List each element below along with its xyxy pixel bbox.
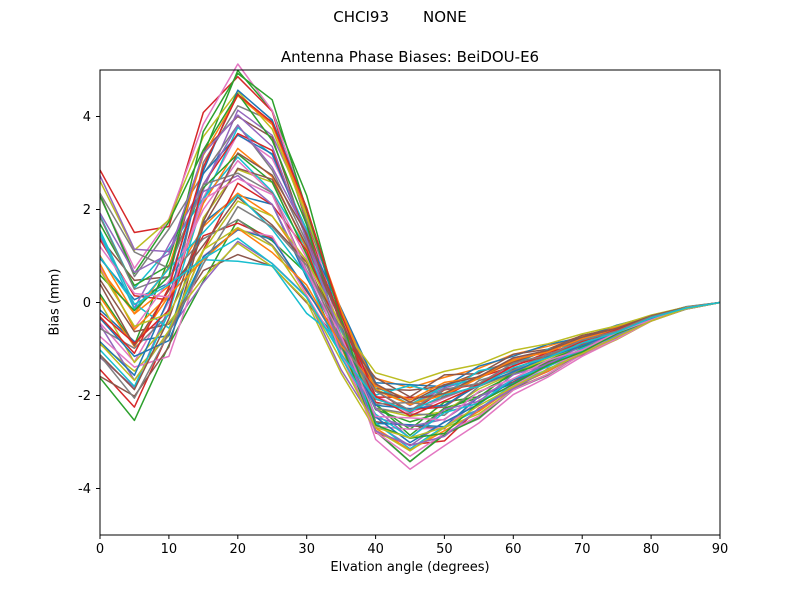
chart-title: Antenna Phase Biases: BeiDOU-E6 <box>280 48 540 66</box>
series-line <box>99 90 721 406</box>
series-line <box>99 172 721 408</box>
x-tick-label: 0 <box>96 542 104 557</box>
y-tick-label: 2 <box>83 203 91 218</box>
x-tick-label: 50 <box>436 542 453 557</box>
suptitle-station: CHCI93 <box>333 8 389 26</box>
x-tick-label: 40 <box>367 542 384 557</box>
x-tick-label: 20 <box>230 542 247 557</box>
figure-suptitle: CHCI93 NONE <box>0 8 800 26</box>
axes-border <box>99 69 721 536</box>
series-line <box>99 159 721 457</box>
y-tick-label: -4 <box>78 482 91 497</box>
x-tick-label: 70 <box>574 542 591 557</box>
y-tick-label: 0 <box>83 296 91 311</box>
x-axis-label: Elvation angle (degrees) <box>330 560 490 575</box>
series-line <box>99 230 721 413</box>
series-line <box>99 152 721 403</box>
suptitle-mode: NONE <box>423 8 467 26</box>
x-tick-label: 30 <box>298 542 315 557</box>
x-tick-label: 80 <box>643 542 660 557</box>
x-tick-label: 90 <box>712 542 729 557</box>
series-line <box>99 226 721 439</box>
series-line <box>99 205 721 412</box>
x-tick-label: 10 <box>161 542 178 557</box>
y-tick-label: -2 <box>78 389 91 404</box>
series-line <box>99 93 721 417</box>
y-tick-label: 4 <box>83 110 91 125</box>
x-tick-label: 60 <box>505 542 522 557</box>
